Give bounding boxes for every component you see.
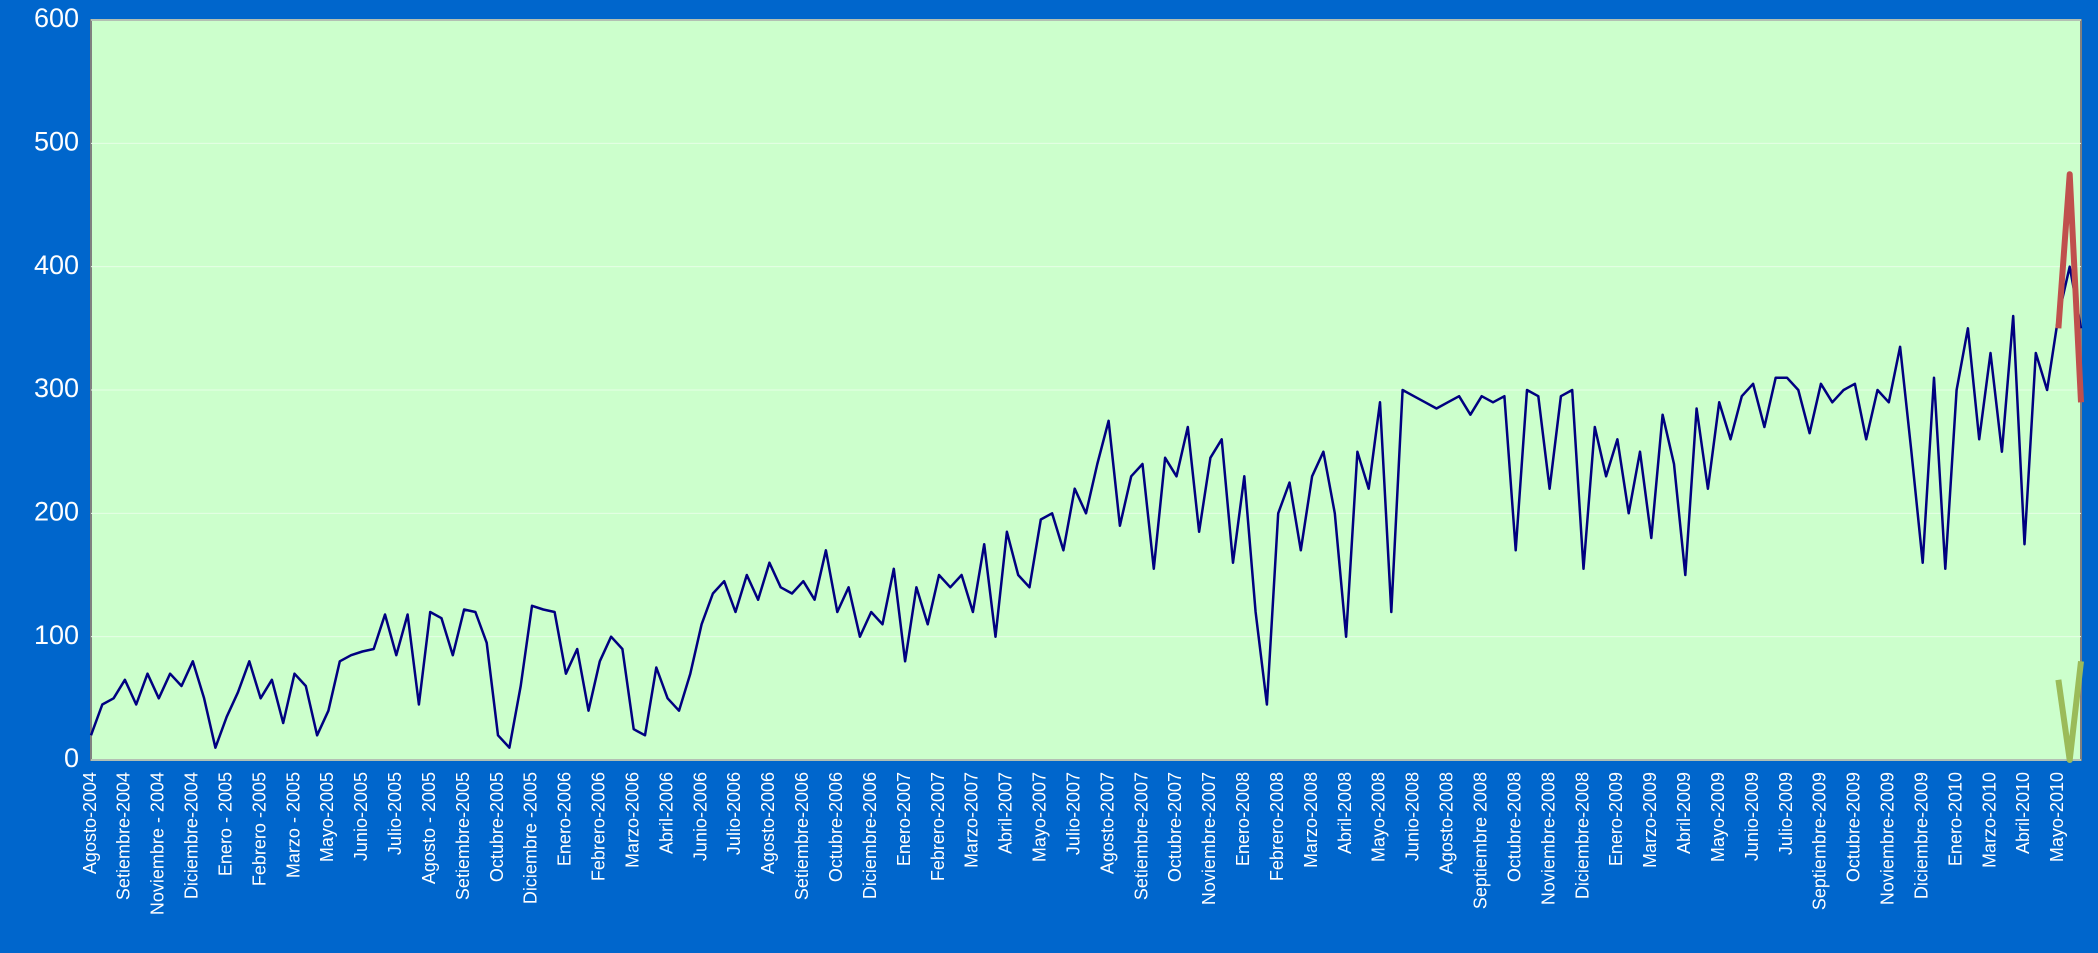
- x-tick-label: Noviembre-2007: [1199, 772, 1219, 905]
- x-tick-label: Agosto-2008: [1437, 772, 1457, 874]
- x-tick-label: Mayo-2009: [1708, 772, 1728, 862]
- x-tick-label: Octubre-2005: [487, 772, 507, 882]
- x-tick-label: Enero - 2005: [215, 772, 235, 876]
- x-tick-label: Abril-2006: [656, 772, 676, 854]
- x-tick-label: Abril-2007: [996, 772, 1016, 854]
- x-tick-label: Agosto - 2005: [419, 772, 439, 884]
- x-tick-label: Octubre-2006: [826, 772, 846, 882]
- x-tick-label: Setiembre-2006: [792, 772, 812, 900]
- y-tick-label: 0: [64, 743, 79, 773]
- x-tick-label: Abril-2009: [1674, 772, 1694, 854]
- x-tick-label: Marzo - 2005: [283, 772, 303, 878]
- x-tick-label: Enero-2008: [1233, 772, 1253, 866]
- x-tick-label: Diciembre-2006: [860, 772, 880, 899]
- x-tick-label: Mayo-2008: [1369, 772, 1389, 862]
- x-tick-label: Mayo-2010: [2047, 772, 2067, 862]
- x-tick-label: Febrero-2007: [928, 772, 948, 881]
- x-tick-label: Junio-2006: [690, 772, 710, 861]
- x-tick-label: Diciembre -2005: [521, 772, 541, 904]
- x-tick-label: Septiembre 2008: [1470, 772, 1490, 909]
- data-line: [89, 265, 2083, 749]
- y-tick-label: 600: [34, 3, 79, 33]
- x-tick-label: Setiembre-2007: [1131, 772, 1151, 900]
- data-line: [2055, 171, 2084, 403]
- x-tick-label: Setiembre-2004: [114, 772, 134, 900]
- x-tick-label: Marzo-2006: [622, 772, 642, 868]
- x-tick-label: Octubre-2009: [1844, 772, 1864, 882]
- x-tick-label: Diciembre-2004: [182, 772, 202, 899]
- x-tick-label: Febrero-2008: [1267, 772, 1287, 881]
- x-tick-label: Julio-2005: [385, 772, 405, 855]
- y-tick-label: 300: [34, 373, 79, 403]
- x-tick-label: Febrero -2005: [249, 772, 269, 886]
- x-tick-label: Agosto-2004: [80, 772, 100, 874]
- x-tick-label: Marzo-2008: [1301, 772, 1321, 868]
- x-tick-label: Mayo-2007: [1030, 772, 1050, 862]
- x-tick-label: Marzo-2010: [1979, 772, 1999, 868]
- x-tick-label: Julio-2006: [724, 772, 744, 855]
- y-tick-label: 500: [34, 126, 79, 156]
- data-line: [2055, 660, 2084, 763]
- x-tick-label: Setiembre-2005: [453, 772, 473, 900]
- x-tick-label: Enero-2009: [1606, 772, 1626, 866]
- x-tick-label: Junio-2008: [1403, 772, 1423, 861]
- x-tick-label: Mayo-2005: [317, 772, 337, 862]
- y-tick-label: 400: [34, 250, 79, 280]
- x-tick-label: Julio-2009: [1776, 772, 1796, 855]
- x-tick-label: Febrero-2006: [589, 772, 609, 881]
- x-tick-label: Septiembre-2009: [1810, 772, 1830, 910]
- x-tick-label: Junio-2005: [351, 772, 371, 861]
- x-tick-label: Enero-2006: [555, 772, 575, 866]
- y-tick-label: 200: [34, 496, 79, 526]
- x-tick-label: Junio-2009: [1742, 772, 1762, 861]
- x-tick-label: Abril-2010: [2013, 772, 2033, 854]
- x-tick-label: Noviembre - 2004: [148, 772, 168, 915]
- x-tick-label: Marzo-2007: [962, 772, 982, 868]
- x-tick-label: Agosto-2006: [758, 772, 778, 874]
- x-tick-label: Noviembre-2009: [1878, 772, 1898, 905]
- x-tick-label: Octubre-2007: [1165, 772, 1185, 882]
- x-tick-label: Marzo-2009: [1640, 772, 1660, 868]
- x-tick-label: Agosto-2007: [1097, 772, 1117, 874]
- x-tick-label: Noviembre-2008: [1538, 772, 1558, 905]
- x-tick-label: Julio-2007: [1063, 772, 1083, 855]
- x-tick-label: Diciembre-2008: [1572, 772, 1592, 899]
- x-tick-label: Diciembre-2009: [1911, 772, 1931, 899]
- x-tick-label: Octubre-2008: [1504, 772, 1524, 882]
- x-tick-label: Enero-2007: [894, 772, 914, 866]
- y-tick-label: 100: [34, 620, 79, 650]
- x-tick-label: Enero-2010: [1945, 772, 1965, 866]
- x-tick-label: Abril-2008: [1335, 772, 1355, 854]
